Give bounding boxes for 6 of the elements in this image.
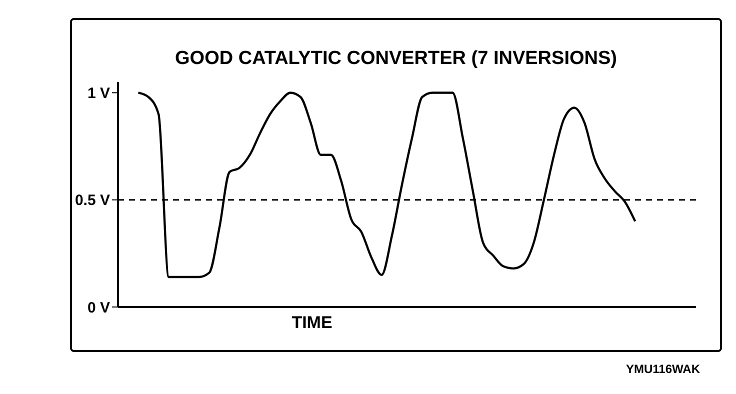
y-tick-label: 1 V: [87, 85, 110, 102]
y-tick-label: 0 V: [87, 299, 110, 316]
chart-title: GOOD CATALYTIC CONVERTER (7 INVERSIONS): [174, 48, 618, 70]
x-axis-title: TIME: [290, 313, 334, 333]
text: YMU116WAK: [626, 362, 700, 376]
y-tick-label: 0.5 V: [74, 192, 110, 210]
